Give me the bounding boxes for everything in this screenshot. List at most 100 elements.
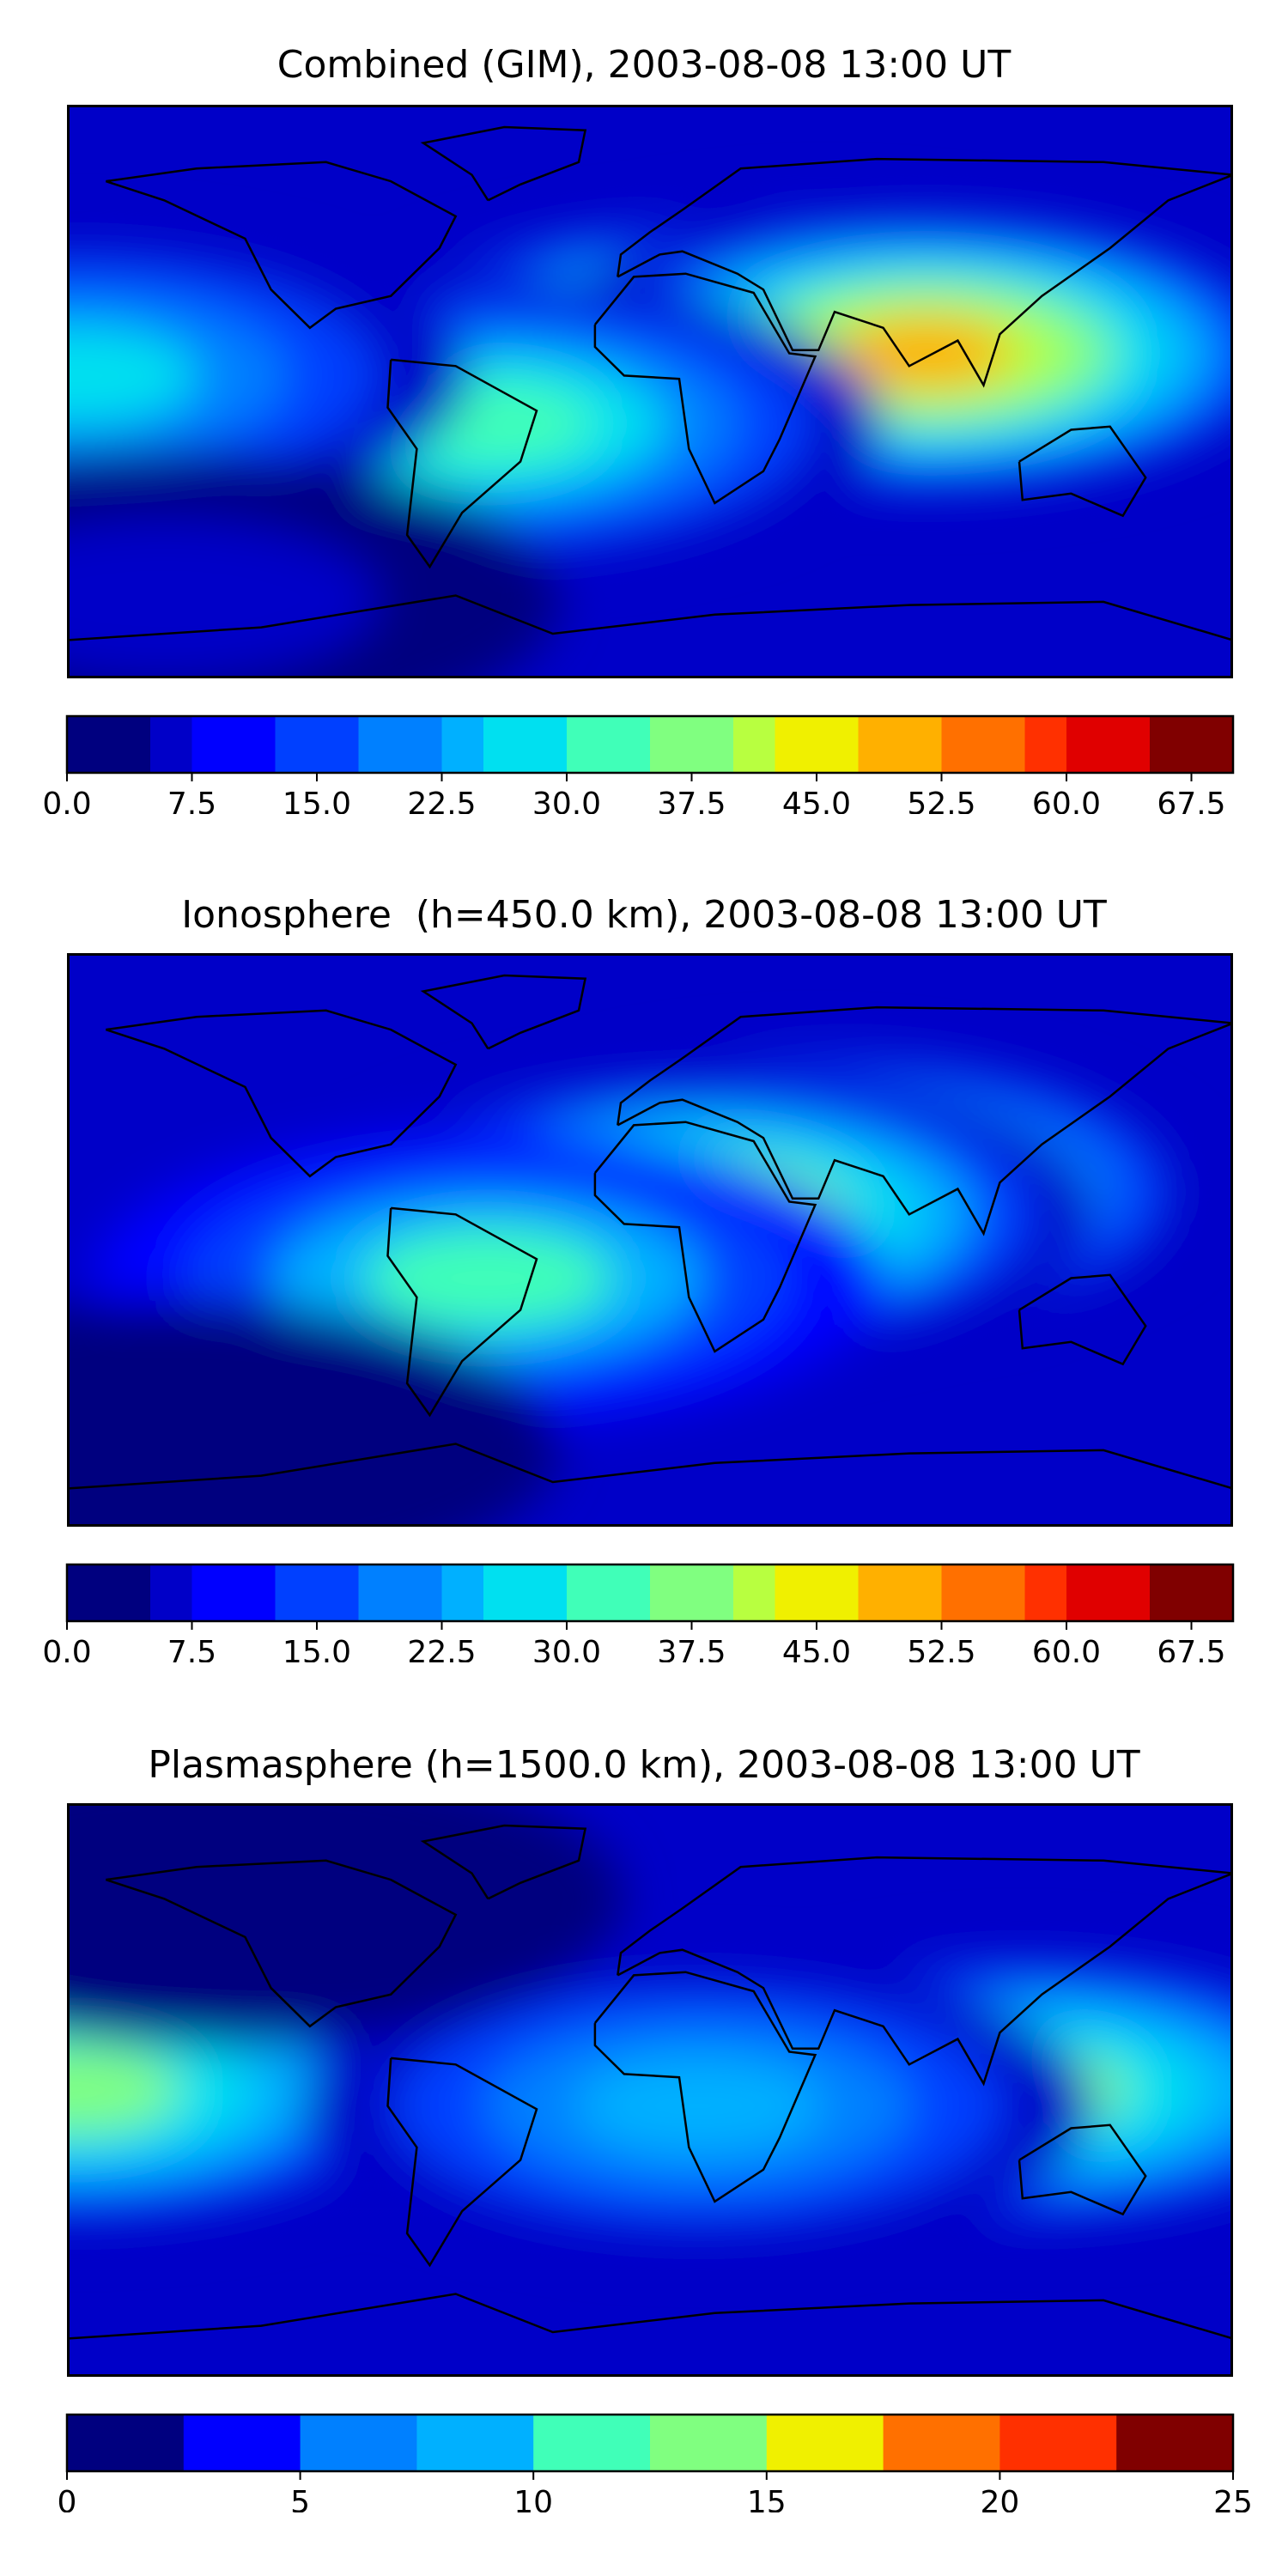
colorbar-band <box>983 716 1026 773</box>
colorbar-band <box>317 1564 360 1621</box>
panel-2-title: Ionosphere (h=450.0 km), 2003-08-08 13:0… <box>181 893 1107 937</box>
contour-south-america-crest <box>363 1229 613 1328</box>
coastline-0 <box>105 161 458 330</box>
colorbar-band <box>883 2415 1000 2471</box>
colorbar-frame <box>65 2413 1235 2473</box>
colorbar-band <box>416 2415 534 2471</box>
colorbar-tick-label: 22.5 <box>407 1635 476 1662</box>
contour-north-pacific-low <box>67 1817 444 1981</box>
colorbar-tick-label: 22.5 <box>407 787 476 814</box>
colorbar-band <box>1108 1564 1151 1621</box>
colorbar-band <box>441 716 484 773</box>
coastline-5 <box>420 125 587 202</box>
colorbar-band <box>941 1564 984 1621</box>
map-frame <box>67 1803 1233 2377</box>
coastline-1 <box>386 358 538 569</box>
colorbar-tick-label: 0.0 <box>42 1635 91 1662</box>
coastline-4 <box>1018 1273 1147 1366</box>
colorbar-frame <box>65 1563 1235 1623</box>
plasmasphere-colorbar: 0 5 10 15 20 25 <box>58 2413 1253 2512</box>
colorbar-band <box>67 1564 110 1621</box>
plasmasphere-map <box>67 1803 1233 2377</box>
coastlines <box>67 974 1233 1490</box>
colorbar-band <box>567 1564 610 1621</box>
colorbar-band <box>941 716 984 773</box>
colorbar-band <box>108 716 151 773</box>
coastline-2 <box>593 1971 817 2203</box>
colorbar-tick-label: 5 <box>290 2485 310 2512</box>
colorbar-tick-label: 0.0 <box>42 787 91 814</box>
colorbar-tick-label: 7.5 <box>167 1635 216 1662</box>
coastline-2 <box>593 272 817 505</box>
colorbar-band <box>400 716 443 773</box>
colorbar-band <box>775 716 817 773</box>
colorbar-band <box>400 1564 443 1621</box>
coastline-1 <box>386 1206 538 1418</box>
colorbar-tick-label: 7.5 <box>167 787 216 814</box>
contour-southern-ocean-trough <box>67 1365 380 1527</box>
colorbar-tick-label: 60.0 <box>1032 787 1101 814</box>
colorbar-tick-label: 0 <box>58 2485 77 2512</box>
colorbar-band <box>191 716 234 773</box>
colorbar-band <box>317 716 360 773</box>
colorbar-band <box>766 2415 884 2471</box>
colorbar-tick-label: 15.0 <box>283 787 351 814</box>
colorbar-band <box>817 1564 860 1621</box>
colorbar-band <box>567 716 610 773</box>
contour-africa-band <box>574 2057 823 2156</box>
coastline-0 <box>105 1859 458 2028</box>
colorbar-band <box>533 2415 651 2471</box>
ionosphere-map <box>67 953 1233 1527</box>
coastline-5 <box>420 974 587 1050</box>
colorbar-band <box>858 1564 901 1621</box>
contour-crest-india <box>839 318 1012 389</box>
coastline-3 <box>617 1005 1233 1236</box>
colorbar-tick-label: 37.5 <box>657 1635 726 1662</box>
combined-gim-map <box>67 105 1233 678</box>
colorbar-band <box>817 716 860 773</box>
colorbar-band <box>733 716 776 773</box>
colorbar-tick-label: 10 <box>513 2485 553 2512</box>
panel-1-title: Combined (GIM), 2003-08-08 13:00 UT <box>276 43 1012 87</box>
colorbar-band <box>1066 716 1109 773</box>
colorbar-tick-label: 37.5 <box>657 787 726 814</box>
colorbar-band <box>108 1564 151 1621</box>
colorbar-band <box>983 1564 1026 1621</box>
coastline-6 <box>67 2293 1233 2340</box>
colorbar-band <box>67 716 110 773</box>
map-frame <box>67 953 1233 1527</box>
coastlines <box>67 125 1233 641</box>
colorbar-band <box>275 716 318 773</box>
colorbar-tick-label: 45.0 <box>782 787 851 814</box>
contour-pacific-west-edge <box>67 2047 180 2133</box>
colorbar-band <box>150 1564 193 1621</box>
colorbar-band <box>1150 716 1193 773</box>
colorbar-tick-label: 15 <box>747 2485 787 2512</box>
contour-pacific-west-edge <box>67 325 198 425</box>
colorbar-band <box>150 716 193 773</box>
colorbar-band <box>275 1564 318 1621</box>
colorbar-tick-label: 45.0 <box>782 1635 851 1662</box>
colorbar-band <box>1066 1564 1109 1621</box>
colorbar-band <box>900 716 943 773</box>
colorbar-band <box>1150 1564 1193 1621</box>
colorbar-band <box>191 1564 234 1621</box>
map-frame <box>67 105 1233 678</box>
ionosphere-colorbar: 0.0 7.5 15.0 22.5 30.0 37.5 45.0 52.5 60.0 67.5 <box>42 1563 1235 1662</box>
colorbar-band <box>1024 716 1067 773</box>
colorbar-band <box>483 716 526 773</box>
colorbar-band <box>483 1564 526 1621</box>
coastline-5 <box>420 1824 587 1900</box>
colorbar-band <box>1191 716 1234 773</box>
colorbar-band <box>691 716 734 773</box>
colorbar-tick-label: 30.0 <box>532 1635 601 1662</box>
colorbar-band <box>234 1564 276 1621</box>
panel-3-title: Plasmasphere (h=1500.0 km), 2003-08-08 1… <box>148 1743 1140 1787</box>
colorbar-tick-label: 67.5 <box>1157 787 1225 814</box>
coastline-3 <box>617 1856 1233 2087</box>
coastline-4 <box>1018 425 1147 518</box>
colorbar-band <box>441 1564 484 1621</box>
colorbar-band <box>525 1564 568 1621</box>
colorbar-band <box>608 1564 651 1621</box>
colorbar-band <box>733 1564 776 1621</box>
